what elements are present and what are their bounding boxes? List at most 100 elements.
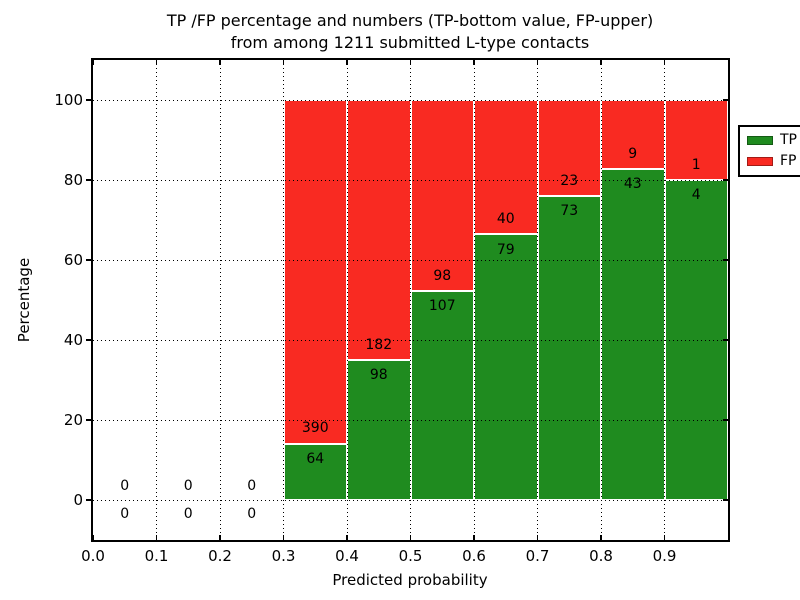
legend-item-fp: FP — [747, 154, 799, 168]
legend-label-tp: TP — [780, 132, 797, 148]
x-tick-mark-top — [282, 60, 285, 65]
y-tick-mark — [86, 99, 91, 101]
tp-count-label: 98 — [369, 367, 388, 384]
x-tick-mark — [663, 535, 666, 540]
fp-count-label: 23 — [560, 172, 579, 189]
y-tick-mark-right — [723, 339, 728, 341]
y-tick-mark — [86, 179, 91, 181]
tp-swatch-icon — [747, 135, 773, 145]
x-tick-label: 0.8 — [589, 547, 613, 565]
x-tick-mark-top — [663, 60, 666, 65]
tp-count-label: 0 — [120, 506, 130, 522]
x-tick-mark — [282, 535, 285, 540]
gridline-horizontal — [93, 499, 728, 501]
x-tick-mark — [155, 535, 158, 540]
tp-count-label: 43 — [623, 176, 642, 193]
y-tick-label: 20 — [63, 411, 83, 429]
y-axis-label: Percentage — [15, 257, 33, 343]
bar-tp-segment — [410, 291, 474, 500]
tp-count-label: 0 — [183, 506, 193, 522]
y-tick-mark-right — [723, 179, 728, 181]
x-axis-label: Predicted probability — [332, 571, 488, 589]
tp-count-label: 64 — [306, 450, 325, 467]
bar-tp-segment — [537, 196, 601, 500]
tp-count-label: 4 — [691, 187, 701, 204]
bar-fp-segment — [410, 100, 474, 292]
y-tick-mark — [86, 259, 91, 261]
x-tick-mark — [409, 535, 412, 540]
x-tick-mark — [473, 535, 475, 540]
x-tick-label: 0.2 — [208, 547, 232, 565]
x-tick-label: 0.5 — [398, 547, 423, 565]
x-tick-label: 0.7 — [525, 547, 550, 565]
fp-count-label: 9 — [628, 146, 638, 162]
gridline-vertical — [346, 60, 348, 540]
x-tick-label: 0.3 — [271, 547, 296, 565]
x-tick-mark — [219, 535, 221, 540]
y-tick-mark-right — [723, 259, 728, 261]
gridline-vertical — [537, 60, 538, 540]
bar-fp-segment — [664, 100, 728, 180]
fp-count-label: 390 — [301, 420, 329, 437]
gridline-vertical — [283, 60, 284, 540]
chart-title-line1: TP /FP percentage and numbers (TP-bottom… — [166, 11, 654, 30]
tp-count-label: 73 — [560, 203, 579, 220]
fp-swatch-icon — [747, 156, 773, 166]
x-tick-mark-top — [600, 60, 602, 65]
y-tick-mark — [86, 499, 91, 501]
gridline-horizontal — [93, 99, 728, 101]
x-tick-mark — [346, 535, 348, 540]
x-tick-mark-top — [155, 60, 158, 65]
x-tick-mark-top — [409, 60, 412, 65]
tp-count-label: 107 — [428, 298, 456, 315]
x-tick-label: 0.6 — [462, 547, 486, 565]
x-tick-mark-top — [92, 60, 94, 65]
chart-title: TP /FP percentage and numbers (TP-bottom… — [167, 10, 653, 54]
gridline-horizontal — [93, 419, 728, 421]
gridline-vertical — [600, 60, 602, 540]
tp-count-label: 0 — [247, 506, 257, 522]
fp-count-label: 1 — [691, 156, 701, 173]
y-tick-mark-right — [723, 499, 728, 501]
bar-tp-segment — [347, 360, 411, 500]
gridline-vertical — [156, 60, 157, 540]
y-tick-mark-right — [723, 419, 728, 421]
x-tick-mark — [536, 535, 539, 540]
bar-fp-segment — [283, 100, 347, 444]
fp-count-label: 0 — [247, 478, 257, 494]
x-tick-mark-top — [536, 60, 539, 65]
y-tick-mark — [86, 339, 91, 341]
legend-item-tp: TP — [747, 133, 799, 147]
legend: TP FP — [738, 125, 800, 177]
x-tick-mark — [600, 535, 602, 540]
plot-inner: 0 0 0 0 0 0 390 64 182 98 98 107 40 79 23 73 9 43 1 4 — [86, 60, 728, 540]
fp-count-label: 0 — [120, 478, 130, 494]
x-tick-mark-top — [219, 60, 221, 65]
plot-area: 0 0 0 0 0 0 390 64 182 98 98 107 40 79 23 73 9 43 1 4 TP FP — [86, 58, 800, 542]
gridline-vertical — [410, 60, 411, 540]
gridline-vertical — [664, 60, 665, 540]
y-tick-mark — [86, 419, 91, 421]
gridline-horizontal — [93, 339, 728, 341]
gridline-vertical — [219, 60, 221, 540]
x-tick-label: 0.9 — [652, 547, 677, 565]
fp-count-label: 98 — [433, 268, 452, 284]
x-tick-label: 0.1 — [144, 547, 169, 565]
x-tick-label: 0.0 — [81, 547, 105, 565]
bar-tp-segment — [474, 234, 538, 500]
x-tick-mark-top — [473, 60, 475, 65]
y-tick-label: 80 — [63, 171, 83, 189]
fp-count-label: 40 — [496, 211, 515, 228]
y-tick-label: 100 — [54, 91, 83, 109]
tp-count-label: 79 — [496, 241, 515, 258]
gridline-horizontal — [93, 179, 728, 181]
x-tick-mark-top — [346, 60, 348, 65]
y-tick-label: 60 — [63, 251, 83, 269]
bar-tp-segment — [283, 443, 347, 500]
gridline-horizontal — [93, 259, 728, 261]
x-tick-mark — [92, 535, 94, 540]
fp-count-label: 0 — [183, 478, 193, 494]
bar-tp-segment — [601, 169, 665, 500]
y-tick-label: 40 — [63, 331, 83, 349]
